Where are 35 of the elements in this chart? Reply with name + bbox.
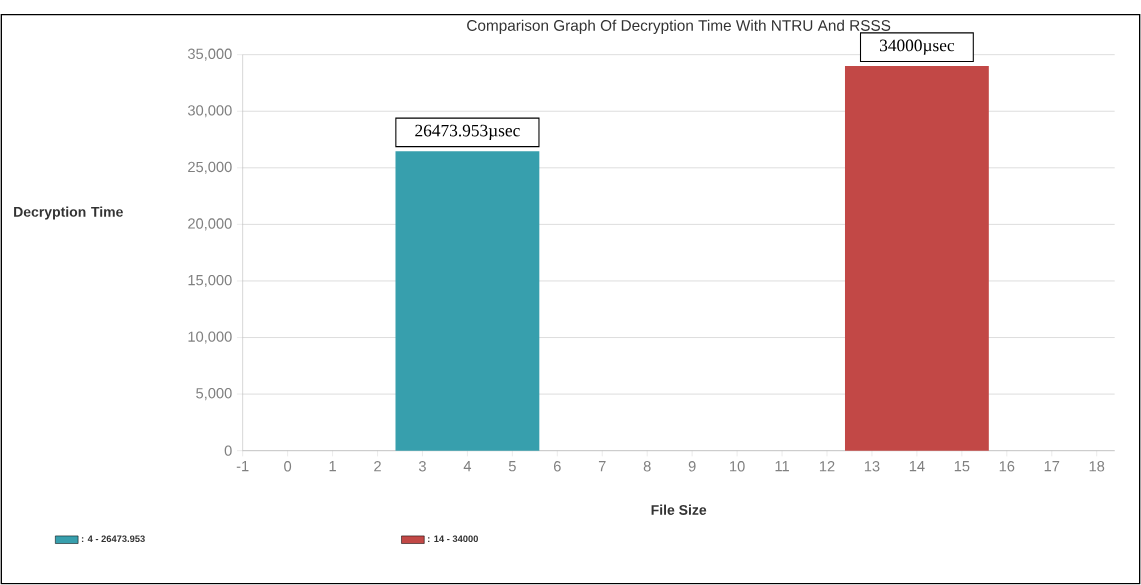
x-axis-title: File Size [651, 504, 707, 515]
y-tick-label: 35,000 [187, 48, 232, 61]
y-tick-label: 10,000 [188, 331, 232, 344]
x-tick-label: 17 [1044, 461, 1060, 472]
legend-label: : 14 - 34000 [428, 535, 478, 543]
x-tick-label: 15 [954, 461, 970, 472]
y-tick-label: 15,000 [188, 274, 232, 288]
x-tick-label: 8 [643, 461, 651, 472]
y-tick-label: 30,000 [187, 105, 232, 118]
x-tick-label: 0 [284, 461, 292, 472]
x-tick-label: 6 [553, 461, 561, 472]
chart-title: Comparison Graph Of Decryption Time With NTRU And RSSS [467, 19, 891, 34]
x-tick-label: 11 [775, 461, 789, 472]
y-tick-label: 25,000 [188, 161, 232, 174]
x-tick-label: 9 [688, 461, 696, 472]
x-tick-label: 18 [1089, 461, 1105, 472]
x-tick-label: 4 [463, 461, 472, 472]
x-tick-label: 5 [508, 461, 516, 472]
x-tick-label: 13 [864, 461, 880, 472]
annotation: 26473.953µsec [415, 124, 520, 140]
legend-label: : 4 - 26473.953 [81, 535, 145, 543]
x-tick-label: 10 [730, 461, 745, 472]
x-tick-label: 3 [418, 461, 426, 472]
y-axis-title: Decryption Time [14, 206, 123, 220]
x-tick-label: 16 [999, 461, 1015, 472]
y-tick-label: 0 [224, 445, 232, 456]
x-tick-label: -1 [236, 461, 249, 472]
x-tick-label: 12 [819, 461, 835, 472]
y-tick-label: 20,000 [188, 218, 232, 231]
x-tick-label: 14 [909, 461, 925, 472]
y-tick-label: 5,000 [196, 388, 232, 401]
x-tick-label: 7 [598, 461, 606, 472]
annotation: 34000µsec [880, 39, 955, 55]
x-tick-label: 1 [329, 461, 336, 472]
x-tick-label: 2 [374, 461, 381, 472]
